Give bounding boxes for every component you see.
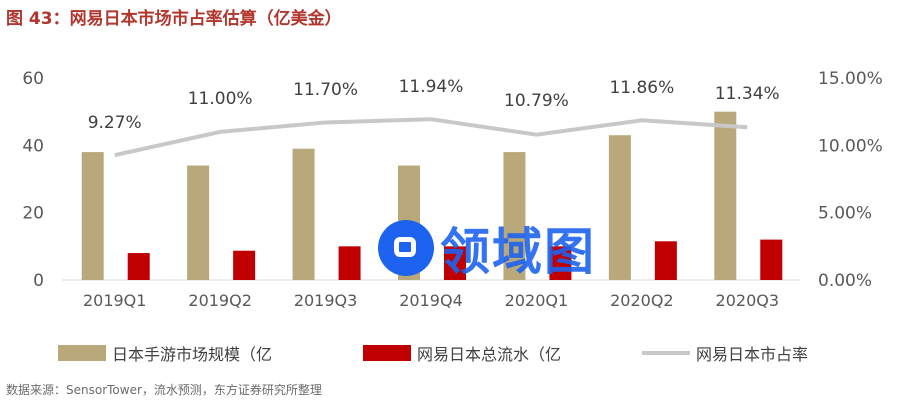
line-market-share — [114, 117, 748, 158]
share-data-label: 11.70% — [293, 80, 358, 100]
y-left-tick-label: 20 — [22, 204, 44, 224]
y-right-tick-label: 5.00% — [818, 204, 872, 224]
x-tick-label: 2019Q3 — [294, 291, 358, 310]
y-right-tick-label: 0.00% — [818, 271, 872, 291]
bar-netease-revenue — [654, 241, 677, 280]
x-tick-label: 2019Q2 — [188, 291, 252, 310]
y-right-tick-label: 15.00% — [818, 69, 883, 89]
x-tick-label: 2019Q4 — [399, 291, 463, 310]
bar-netease-revenue — [444, 246, 466, 280]
y-left-tick-label: 60 — [22, 69, 44, 89]
bar-netease-revenue — [549, 246, 572, 280]
bar-netease-revenue — [233, 250, 256, 280]
bar-netease-revenue — [760, 239, 783, 280]
watermark: 领域图 — [378, 216, 596, 281]
bar-market-size — [608, 135, 631, 280]
bar-market-size — [292, 148, 315, 280]
bar-market-size — [81, 152, 104, 280]
bar-netease-revenue — [338, 246, 361, 280]
link-icon — [378, 220, 434, 276]
legend-label-market-share: 网易日本市占率 — [696, 345, 808, 364]
x-tick-label: 2020Q1 — [505, 291, 569, 310]
bar-netease-revenue — [127, 253, 150, 280]
y-right-tick-label: 10.00% — [818, 136, 883, 156]
x-tick-label: 2020Q2 — [610, 291, 674, 310]
x-tick-label: 2020Q3 — [716, 291, 780, 310]
share-data-label: 11.34% — [715, 84, 780, 104]
legend-label-market-size: 日本手游市场规模（亿 — [112, 345, 272, 364]
source-note: 数据来源：SensorTower，流水预测，东方证券研究所整理 — [6, 383, 322, 397]
share-data-label: 9.27% — [88, 113, 142, 133]
bar-market-size — [714, 111, 737, 281]
watermark-text: 领域图 — [440, 223, 596, 281]
share-data-label: 11.94% — [399, 77, 464, 97]
y-left-tick-label: 40 — [22, 136, 44, 156]
legend-swatch-netease-revenue — [363, 345, 411, 361]
legend-swatch-market-size — [58, 345, 106, 361]
y-left-tick-label: 0 — [33, 271, 44, 291]
figure-title: 图 43：网易日本市场市占率估算（亿美金） — [6, 9, 342, 29]
bar-market-size — [187, 165, 210, 280]
legend-label-netease-revenue: 网易日本总流水（亿 — [417, 345, 561, 364]
share-data-label: 10.79% — [504, 91, 569, 111]
share-data-label: 11.86% — [609, 78, 674, 98]
x-tick-label: 2019Q1 — [83, 291, 147, 310]
bar-market-size — [503, 152, 526, 280]
share-data-label: 11.00% — [188, 89, 253, 109]
